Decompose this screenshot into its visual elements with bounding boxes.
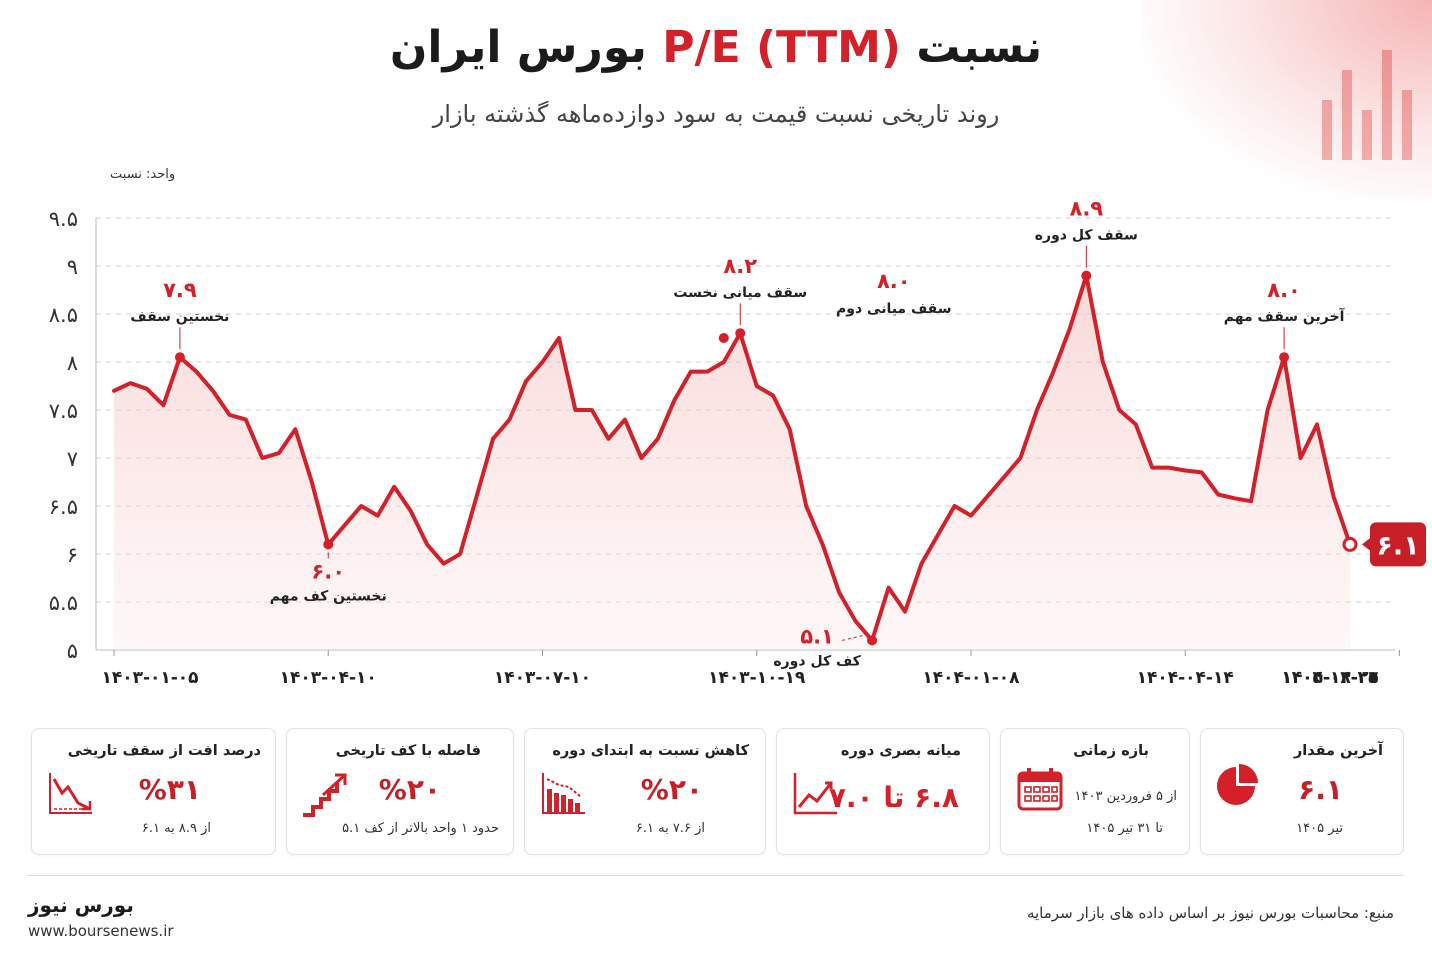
last-value-label: ۶.۱ bbox=[1376, 530, 1419, 561]
card-date-range: بازه زمانی از ۵ فروردین ۱۴۰۳ تا ۳۱ تیر ۱… bbox=[1000, 728, 1190, 855]
annotation-desc: سقف کل دوره bbox=[1035, 228, 1138, 244]
card-sub: از ۸.۹ به ۶.۱ bbox=[141, 821, 211, 836]
y-axis-ticks: ۹.۵ ۹ ۸.۵ ۸ ۷.۵ ۷ ۶.۵ ۶ ۵.۵ ۵ bbox=[49, 207, 78, 663]
x-tick-label: ۱۴۰۴-۰۸-۲۷ bbox=[1281, 668, 1379, 688]
card-value: %۲۰ bbox=[640, 773, 703, 806]
rising-stairs-icon bbox=[303, 773, 347, 817]
last-value-badge bbox=[1370, 522, 1426, 567]
annotation-point bbox=[1081, 270, 1092, 281]
calendar-icon bbox=[1017, 768, 1063, 811]
annotation-value: ۸.۹ bbox=[1070, 197, 1104, 221]
corner-decoration bbox=[1142, 0, 1432, 200]
annotation-value: ۸.۲ bbox=[723, 254, 757, 278]
annotation-desc: نخستین سقف bbox=[130, 309, 229, 325]
y-tick-label: ۵.۵ bbox=[49, 591, 78, 615]
annotation-desc: سقف میانی نخست bbox=[673, 285, 807, 301]
series-line bbox=[112, 273, 1352, 643]
x-axis-ticks: ۱۴۰۳-۰۱-۰۵ ۱۴۰۳-۰۴-۱۰ ۱۴۰۳-۰۷-۱۰ ۱۴۰۳-۱۰-۱۹… bbox=[101, 650, 1400, 688]
last-point bbox=[1342, 536, 1358, 552]
card-value: %۳۱ bbox=[138, 773, 201, 806]
x-tick-label: ۱۴۰۴-۱۲-۲۵ bbox=[1281, 668, 1378, 688]
line-chart-icon bbox=[793, 773, 837, 815]
y-tick-label: ۹ bbox=[67, 255, 78, 279]
x-tick-label: ۱۴۰۴-۰۴-۱۴ bbox=[1137, 668, 1234, 688]
series-area bbox=[114, 275, 1350, 650]
x-tick-label: ۱۴۰۴-۰۱-۰۸ bbox=[922, 668, 1020, 688]
title-accent: P/E (TTM) bbox=[662, 22, 901, 73]
card-distance-from-bottom: فاصله با کف تاریخی %۲۰ حدود ۱ واحد بالات… bbox=[286, 728, 514, 855]
pie-chart-icon bbox=[1217, 764, 1258, 805]
card-value: ۶.۱ bbox=[1298, 773, 1343, 806]
card-sub: از ۷.۶ به ۶.۱ bbox=[635, 821, 705, 836]
summary-cards: آخرین مقدار ۶.۱ تیر ۱۴۰۵ بازه زمانی از ۵… bbox=[27, 728, 1404, 855]
y-tick-label: ۵ bbox=[67, 639, 78, 663]
card-title: کاهش نسبت به ابتدای دوره bbox=[552, 743, 749, 759]
card-title: درصد افت از سقف تاریخی bbox=[67, 743, 261, 759]
card-value: ۶.۸ تا ۷.۰ bbox=[828, 781, 959, 814]
source-note: منبع: محاسبات بورس نیوز بر اساس داده های… bbox=[1026, 904, 1394, 922]
card-drop-from-peak: درصد افت از سقف تاریخی %۳۱ از ۸.۹ به ۶.۱ bbox=[31, 728, 276, 855]
falling-line-icon bbox=[49, 773, 92, 814]
annotation-value: ۷.۹ bbox=[163, 278, 197, 302]
card-sub: حدود ۱ واحد بالاتر از کف ۵.۱ bbox=[342, 821, 499, 836]
card-title: فاصله با کف تاریخی bbox=[335, 743, 481, 759]
card-value: %۲۰ bbox=[378, 773, 441, 806]
annotation-leader bbox=[841, 633, 869, 641]
x-tick-label: ۱۴۰۳-۰۱-۰۵ bbox=[101, 668, 198, 688]
footer-divider bbox=[27, 875, 1404, 876]
annotation-point bbox=[718, 333, 729, 343]
y-tick-label: ۸ bbox=[67, 351, 78, 375]
annotation-point bbox=[323, 539, 334, 550]
y-tick-label: ۷.۵ bbox=[49, 399, 78, 423]
card-line2: تا ۳۱ تیر ۱۴۰۵ bbox=[1086, 821, 1163, 836]
y-tick-label: ۸.۵ bbox=[49, 303, 78, 327]
annotation-desc: کف کل دوره bbox=[773, 653, 861, 669]
card-title: میانه بصری دوره bbox=[840, 743, 961, 759]
annotation-point bbox=[174, 352, 185, 363]
card-title: بازه زمانی bbox=[1073, 743, 1149, 759]
brand-logo-text: بورس نیوز bbox=[28, 893, 134, 917]
y-tick-label: ۹.۵ bbox=[49, 207, 78, 231]
unit-label: واحد: نسبت bbox=[110, 167, 175, 182]
annotation-desc: آخرین سقف مهم bbox=[1224, 307, 1346, 325]
page-subtitle: روند تاریخی نسبت قیمت به سود دوازده‌ماهه… bbox=[432, 100, 1000, 128]
y-tick-label: ۷ bbox=[67, 447, 78, 471]
last-value-badge-pointer bbox=[1362, 537, 1371, 552]
pe-chart: واحد: نسبت ۹.۵ ۹ ۸.۵ ۸ ۷.۵ ۷ ۶.۵ ۶ ۵.۵ ۵ ۱۴۰۳-۰۱-… bbox=[49, 167, 1426, 688]
website-url: www.boursenews.ir bbox=[28, 922, 174, 940]
x-tick-label: ۱۴۰۵-۰۴-۳۱ bbox=[1281, 668, 1378, 688]
x-tick-label: ۱۴۰۳-۰۷-۱۰ bbox=[494, 668, 591, 688]
last-value-marker: ۶.۱ bbox=[1342, 522, 1426, 567]
card-last-value: آخرین مقدار ۶.۱ تیر ۱۴۰۵ bbox=[1200, 728, 1404, 855]
y-tick-label: ۶ bbox=[67, 543, 78, 567]
y-tick-label: ۶.۵ bbox=[49, 495, 78, 519]
annotation-value: ۸.۰ bbox=[1267, 278, 1301, 302]
card-sub: تیر ۱۴۰۵ bbox=[1296, 821, 1343, 836]
card-median-range: میانه بصری دوره ۶.۸ تا ۷.۰ bbox=[776, 728, 990, 855]
x-tick-label: ۱۴۰۳-۱۰-۱۹ bbox=[708, 668, 806, 688]
annotation-point bbox=[735, 328, 746, 339]
card-line1: از ۵ فروردین ۱۴۰۳ bbox=[1074, 789, 1177, 804]
page-title: نسبت P/E (TTM) بورس ایران bbox=[389, 22, 1043, 73]
annotations: ۷.۹ نخستین سقف ۶.۰ نخستین کف مهم ۸.۲ سقف میان… bbox=[130, 197, 1345, 670]
annotation-value: ۵.۱ bbox=[800, 624, 834, 648]
card-title: آخرین مقدار bbox=[1293, 743, 1383, 759]
annotation-desc: نخستین کف مهم bbox=[270, 588, 387, 604]
annotation-point bbox=[867, 635, 878, 646]
annotation-desc: سقف میانی دوم bbox=[836, 301, 951, 317]
card-decrease-from-start: کاهش نسبت به ابتدای دوره %۲۰ از ۷.۶ به ۶… bbox=[524, 728, 766, 855]
x-tick-label: ۱۴۰۳-۰۴-۱۰ bbox=[280, 668, 377, 688]
falling-bars-icon bbox=[542, 773, 585, 814]
annotation-value: ۶.۰ bbox=[311, 559, 345, 583]
annotation-point bbox=[1279, 352, 1290, 363]
annotation-value: ۸.۰ bbox=[877, 269, 911, 293]
